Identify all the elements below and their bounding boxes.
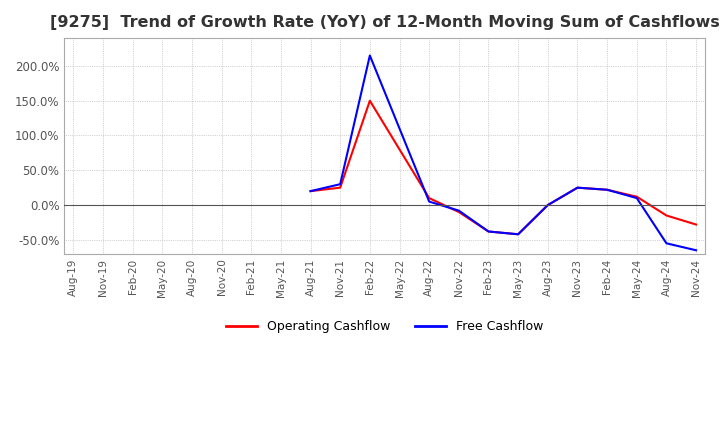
Operating Cashflow [306, 188, 315, 194]
Free Cashflow [454, 208, 463, 213]
Free Cashflow [632, 195, 641, 201]
Operating Cashflow [662, 213, 671, 218]
Free Cashflow [603, 187, 611, 192]
Free Cashflow [662, 241, 671, 246]
Operating Cashflow [632, 194, 641, 199]
Operating Cashflow [366, 98, 374, 103]
Free Cashflow [336, 182, 344, 187]
Operating Cashflow [573, 185, 582, 191]
Free Cashflow [514, 231, 523, 237]
Operating Cashflow [544, 202, 552, 208]
Operating Cashflow [336, 185, 344, 191]
Free Cashflow [366, 53, 374, 58]
Operating Cashflow [425, 195, 433, 201]
Operating Cashflow [395, 147, 404, 152]
Free Cashflow [544, 202, 552, 208]
Line: Operating Cashflow: Operating Cashflow [310, 101, 696, 234]
Operating Cashflow [603, 187, 611, 192]
Line: Free Cashflow: Free Cashflow [310, 55, 696, 250]
Free Cashflow [573, 185, 582, 191]
Free Cashflow [395, 126, 404, 131]
Free Cashflow [306, 188, 315, 194]
Free Cashflow [692, 248, 701, 253]
Operating Cashflow [454, 209, 463, 215]
Title: [9275]  Trend of Growth Rate (YoY) of 12-Month Moving Sum of Cashflows: [9275] Trend of Growth Rate (YoY) of 12-… [50, 15, 719, 30]
Free Cashflow [425, 199, 433, 204]
Operating Cashflow [484, 229, 492, 234]
Legend: Operating Cashflow, Free Cashflow: Operating Cashflow, Free Cashflow [220, 315, 549, 338]
Operating Cashflow [514, 231, 523, 237]
Operating Cashflow [692, 222, 701, 227]
Free Cashflow [484, 229, 492, 234]
